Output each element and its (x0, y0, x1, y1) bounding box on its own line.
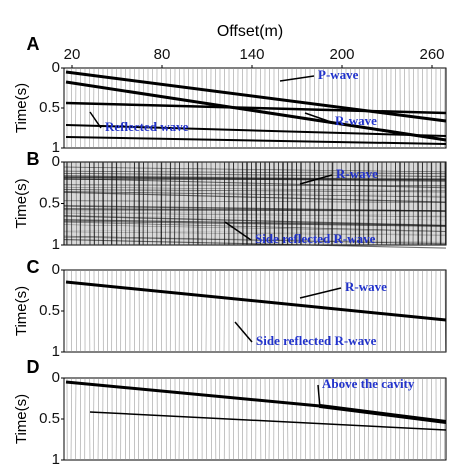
noise-band (63, 236, 447, 243)
panel-label: D (27, 357, 40, 377)
x-tick-label: 20 (64, 46, 81, 63)
panel-label: B (27, 149, 40, 169)
noise-band (63, 173, 447, 178)
noise-band (63, 211, 447, 218)
y-tick-label: 1 (52, 343, 60, 360)
x-tick-label: 140 (239, 46, 264, 63)
x-tick-label: 80 (154, 46, 171, 63)
y-axis-label: Time(s) (13, 83, 30, 133)
annotation: Side reflected R-wave (256, 333, 377, 348)
annotation: Above the cavity (322, 376, 415, 391)
wave-event (319, 404, 447, 424)
noise-band (63, 191, 447, 203)
y-tick-label: 0.5 (39, 302, 60, 319)
noise-band (63, 211, 447, 216)
annotation: R-wave (336, 166, 378, 181)
wave-event (65, 101, 447, 115)
annotation-arrow (304, 112, 332, 123)
annotation-arrow (224, 221, 252, 241)
noise-band (63, 230, 447, 235)
noise-band (63, 170, 447, 175)
y-tick-label: 0 (52, 369, 60, 386)
panel-frame (63, 269, 447, 353)
annotation: Side reflected R-wave (255, 231, 376, 246)
noise-band (63, 224, 447, 232)
wave-event (65, 380, 321, 408)
seismogram (63, 161, 447, 249)
annotation-arrow (279, 75, 315, 82)
noise-band (63, 166, 447, 173)
noise-band (63, 167, 447, 174)
y-tick-label: 0 (52, 261, 60, 278)
annotation-arrow (234, 321, 253, 343)
noise-band (63, 221, 447, 232)
annotation-arrow (317, 384, 321, 409)
y-tick-label: 0.5 (39, 99, 60, 116)
annotation: R-wave (335, 113, 377, 128)
y-axis-label: Time(s) (13, 286, 30, 336)
y-axis-label: Time(s) (13, 178, 30, 228)
noise-band (63, 178, 447, 189)
wave-event (65, 70, 447, 123)
x-tick-label: 260 (419, 46, 444, 63)
x-axis-label: Offset(m) (217, 23, 283, 40)
noise-band (63, 215, 447, 221)
annotation: Reflected wave (105, 119, 189, 134)
noise-band (63, 231, 447, 236)
wave-event (89, 411, 447, 431)
noise-band (63, 236, 447, 244)
noise-band (63, 219, 447, 227)
noise-band (63, 189, 447, 196)
noise-band (63, 216, 447, 224)
wave-event (65, 80, 447, 142)
annotation: P-wave (318, 67, 359, 82)
noise-band (63, 189, 447, 193)
noise-band (63, 200, 447, 203)
noise-band (63, 191, 447, 198)
x-tick-label: 200 (329, 46, 354, 63)
annotation: R-wave (345, 279, 387, 294)
y-tick-label: 1 (52, 236, 60, 253)
annotation-arrow (299, 287, 342, 299)
noise-band (63, 212, 447, 217)
noise-band (63, 173, 447, 177)
y-tick-label: 0 (52, 153, 60, 170)
panel-label: A (27, 34, 40, 54)
noise-band (63, 220, 447, 227)
y-tick-label: 1 (52, 451, 60, 468)
wave-event (65, 280, 447, 322)
noise-band (63, 205, 447, 212)
panel-label: C (27, 257, 40, 277)
seismogram (63, 269, 447, 353)
noise-band (63, 177, 447, 180)
wave-event (65, 136, 447, 145)
annotation-arrow (89, 111, 102, 129)
noise-band (63, 186, 447, 191)
noise-band (63, 215, 447, 227)
panel-frame (63, 377, 447, 461)
seismogram (63, 67, 447, 149)
noise-band (63, 239, 447, 249)
noise-band (63, 184, 447, 187)
y-axis-label: Time(s) (13, 394, 30, 444)
y-tick-label: 0.5 (39, 194, 60, 211)
noise-band (63, 175, 447, 179)
annotation-arrow (299, 174, 333, 185)
seismogram (63, 377, 447, 461)
y-tick-label: 0 (52, 59, 60, 76)
y-tick-label: 0.5 (39, 410, 60, 427)
wave-event (65, 124, 447, 137)
y-tick-label: 1 (52, 139, 60, 156)
